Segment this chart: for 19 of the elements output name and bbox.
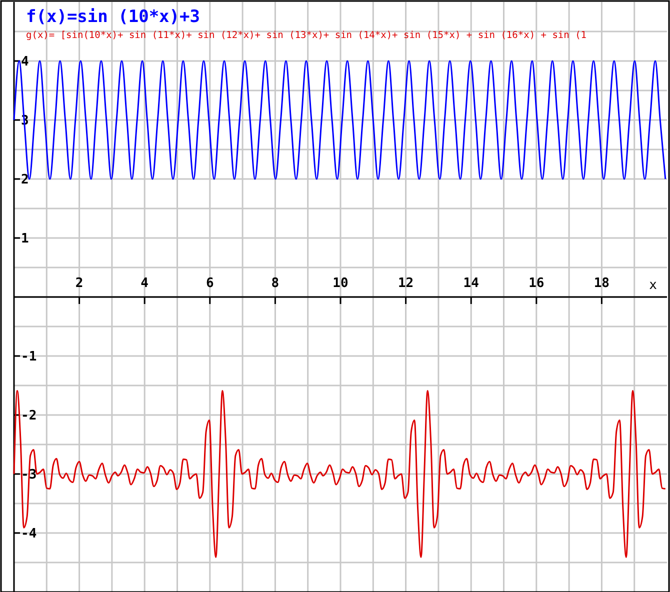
text: f(x)=sin (10*x)+3 <box>26 7 200 27</box>
line-series <box>13 390 666 558</box>
y-tick-label: 2 <box>21 172 29 188</box>
y-tick-label: -2 <box>21 408 37 424</box>
x-tick-label: 12 <box>398 276 414 291</box>
x-tick-label: 6 <box>206 276 214 291</box>
x-tick-label: 18 <box>594 276 610 291</box>
x-tick-label: 2 <box>75 276 84 291</box>
x-tick-label: 16 <box>528 276 544 291</box>
y-tick-label: 4 <box>21 54 29 70</box>
y-tick-label: 1 <box>21 232 29 247</box>
text: g(x)= [sin(10*x)+ sin (11*x)+ sin (12*x)+ sin (13*x)+ sin (14*x)+ sin (15*x) + sin (16*x) + sin (1 <box>26 30 587 41</box>
x-tick-label: 14 <box>463 276 480 291</box>
y-tick-label: -4 <box>21 526 37 542</box>
x-axis-title: x <box>649 278 658 293</box>
x-tick-label: 4 <box>140 276 149 291</box>
y-tick-label: -1 <box>21 350 37 365</box>
x-tick-label: 10 <box>332 276 348 291</box>
x-tick-label: 8 <box>271 276 280 291</box>
